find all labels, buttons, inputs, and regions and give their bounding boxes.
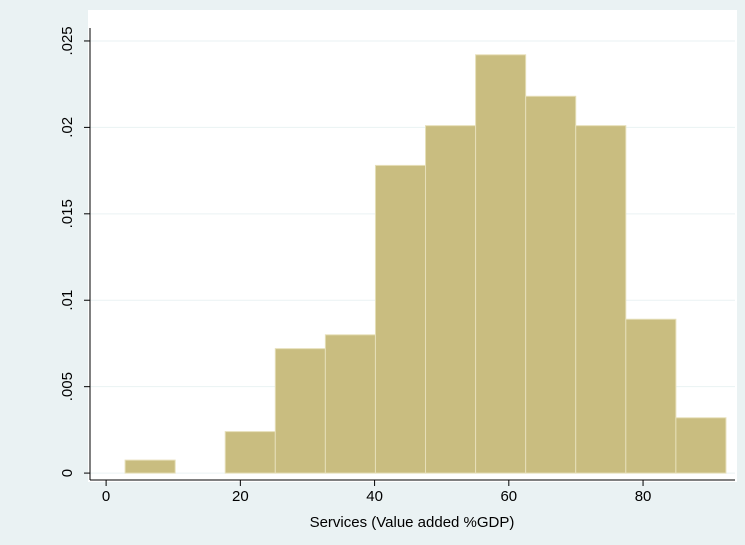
bar bbox=[625, 318, 677, 474]
bar bbox=[274, 348, 326, 474]
y-tick-label: .01 bbox=[59, 290, 76, 311]
bar bbox=[425, 125, 477, 474]
y-tick-label: .02 bbox=[59, 117, 76, 138]
bar bbox=[575, 125, 627, 474]
x-tick-label: 20 bbox=[232, 488, 249, 505]
x-tick-label: 60 bbox=[500, 488, 517, 505]
bar bbox=[224, 431, 276, 474]
y-tick-label: .005 bbox=[59, 372, 76, 401]
bar bbox=[475, 54, 527, 474]
x-axis-title: Services (Value added %GDP) bbox=[310, 514, 515, 531]
x-tick-label: 80 bbox=[635, 488, 652, 505]
y-tick-label: 0 bbox=[59, 469, 76, 477]
y-tick-label: .025 bbox=[59, 26, 76, 55]
bar bbox=[525, 95, 577, 474]
bar bbox=[374, 164, 427, 474]
bar bbox=[124, 459, 176, 474]
bar bbox=[324, 334, 376, 474]
bar bbox=[675, 417, 727, 474]
y-tick-label: .015 bbox=[59, 199, 76, 228]
x-tick-label: 0 bbox=[102, 488, 110, 505]
x-tick-label: 40 bbox=[366, 488, 383, 505]
